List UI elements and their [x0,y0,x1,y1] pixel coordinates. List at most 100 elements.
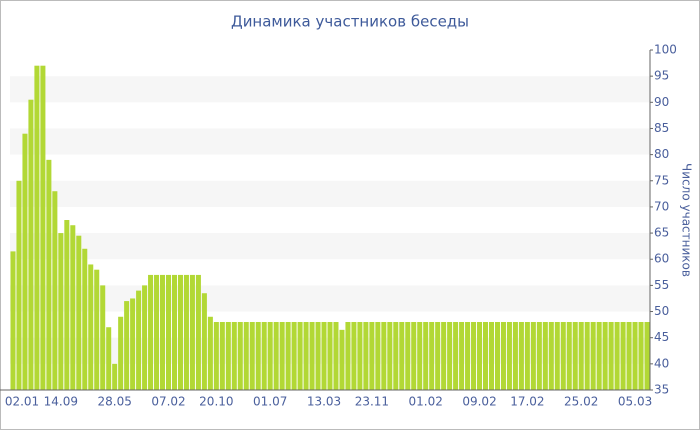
y-tick-label: 45 [654,330,669,344]
bar [506,322,512,390]
bar [171,274,177,390]
x-tick-label: 17.02 [510,395,544,409]
y-tick-label: 75 [654,173,669,187]
bar [321,322,327,390]
bar [363,322,369,390]
bar [465,322,471,390]
bar [261,322,267,390]
grid-band [10,285,650,312]
bar [357,322,363,390]
y-tick-label: 35 [654,383,669,397]
y-tick-label: 95 [654,69,669,83]
bar [488,322,495,390]
bar [542,322,548,390]
bar [64,220,70,390]
bar [40,65,46,390]
x-tick-label: 09.02 [462,395,496,409]
bar [291,322,297,390]
bar [632,322,638,390]
bar [381,322,387,390]
bar [602,322,608,390]
bar [189,274,195,390]
bar [273,322,279,390]
bar [638,322,644,390]
grid-band [10,128,650,155]
bar [22,133,28,390]
bar [249,322,255,390]
bar [154,274,160,390]
bar [584,322,590,390]
bar [441,322,447,390]
x-tick-label: 20.10 [199,395,233,409]
bar [225,322,231,390]
bar [112,363,118,390]
bar [375,322,381,390]
bar [387,322,393,390]
bar [219,322,225,390]
bar [28,99,34,390]
bar [483,322,489,390]
bar [339,329,345,390]
bar [237,322,243,390]
bar [94,269,100,390]
bar [255,322,261,390]
x-tick-label: 01.02 [409,395,443,409]
bar [106,327,112,390]
bar [16,180,22,390]
bar [644,322,650,390]
bar [399,322,405,390]
bar [46,159,52,390]
bar [453,322,459,390]
y-tick-label: 40 [654,356,669,370]
bar [136,290,142,390]
bar [231,322,237,390]
x-tick-label: 07.02 [151,395,185,409]
bar [536,322,542,390]
x-tick-label: 02.01 [5,395,39,409]
bar [201,293,207,390]
bar [477,322,483,390]
bar [351,322,357,390]
bar [315,322,321,390]
grid-band [10,180,650,207]
bar [183,274,189,390]
bar [620,322,626,390]
x-tick-label: 05.03 [618,395,652,409]
bar [243,322,249,390]
bar [626,322,632,390]
bar [590,322,596,390]
bar [130,298,136,390]
bar [435,322,441,390]
bar [566,322,572,390]
x-tick-label: 01.07 [253,395,287,409]
y-tick-label: 90 [654,95,669,109]
bar [100,285,106,390]
bar [405,322,411,390]
y-axis-label: Число участников [680,163,694,277]
bar [530,322,536,390]
bar [524,322,530,390]
grid-band [10,233,650,260]
bar [142,285,148,390]
bar [118,316,124,390]
x-tick-label: 13.03 [307,395,341,409]
bar [500,322,506,390]
bar [494,322,500,390]
y-tick-label: 55 [654,278,669,292]
bar [177,274,183,390]
bar [207,316,213,390]
bar [148,274,154,390]
bar [518,322,524,390]
x-tick-label: 14.09 [44,395,78,409]
bar [124,301,130,390]
x-tick-label: 23.11 [355,395,389,409]
bar [303,322,309,390]
bar [76,235,82,390]
bar [423,322,429,390]
bar [70,225,76,390]
bar [369,322,375,390]
y-tick-label: 80 [654,147,669,161]
bar [578,322,584,390]
bar [512,322,518,390]
